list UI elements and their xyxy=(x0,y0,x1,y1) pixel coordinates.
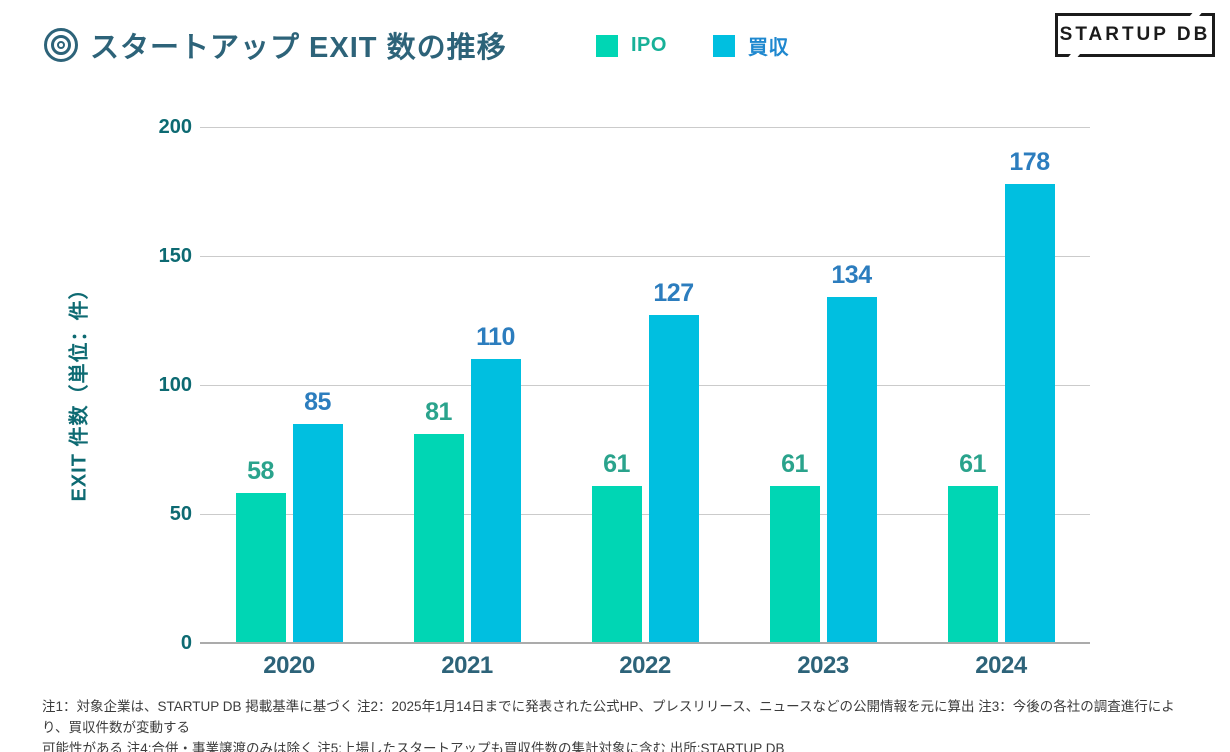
bar-買収-2024 xyxy=(1004,183,1055,643)
legend: IPO 買収 xyxy=(596,31,789,60)
plot-area: 58 85 2020 81 110 2021 61 127 2022 61 134 2023 61 178… xyxy=(200,127,1090,679)
x-tick-2024: 2024 xyxy=(975,652,1027,679)
logo-text: STARTUP DB xyxy=(1059,24,1211,45)
x-tick-2020: 2020 xyxy=(263,652,315,679)
footnote-line-2: 可能性がある 注4:合併・事業譲渡のみは除く 注5:上場したスタートアップも買収… xyxy=(42,740,785,752)
y-tick-0: 0 xyxy=(180,632,192,654)
legend-label-ipo: IPO xyxy=(631,34,667,56)
bar-group-2023: 61 134 2023 xyxy=(734,127,912,679)
legend-swatch-ipo xyxy=(596,34,618,57)
bar-IPO-2021 xyxy=(413,434,464,643)
footnote-line-1: 注1：対象企業は、STARTUP DB 掲載基準に基づく 注2：2025年1月1… xyxy=(42,699,1175,735)
y-tick-100: 100 xyxy=(158,374,192,396)
gridline-100 xyxy=(200,385,1090,386)
gridline-50 xyxy=(200,514,1090,515)
bullseye-center xyxy=(57,41,65,49)
x-tick-2022: 2022 xyxy=(619,652,671,679)
y-tick-150: 150 xyxy=(158,245,192,267)
page-title: スタートアップ EXIT 数の推移 xyxy=(90,32,507,64)
bar-value-label: 178 xyxy=(1009,147,1050,176)
bar-column-買収-2020: 85 xyxy=(292,387,343,643)
bar-groups: 58 85 2020 81 110 2021 61 127 2022 61 134 2023 61 178… xyxy=(200,127,1090,679)
bar-IPO-2023 xyxy=(769,485,820,643)
bar-column-IPO-2021: 81 xyxy=(413,398,464,643)
bar-value-label: 61 xyxy=(959,449,986,478)
bullseye-ring xyxy=(51,35,71,55)
bar-IPO-2024 xyxy=(947,485,998,643)
bar-column-買収-2023: 134 xyxy=(826,261,877,643)
y-tick-labels: 0 50 100 150 200 xyxy=(128,116,192,654)
bar-group-2024: 61 178 2024 xyxy=(912,127,1090,679)
legend-swatch-acquisition xyxy=(712,34,735,57)
x-tick-2023: 2023 xyxy=(797,652,849,679)
bar-IPO-2022 xyxy=(591,485,642,643)
y-axis-title: EXIT 件数（単位：件） xyxy=(68,278,91,502)
logo-notch xyxy=(1186,7,1203,25)
bar-column-IPO-2023: 61 xyxy=(769,449,820,643)
bar-column-買収-2022: 127 xyxy=(648,279,699,643)
chart-title-block: スタートアップ EXIT 数の推移 xyxy=(44,24,507,66)
bar-value-label: 127 xyxy=(653,279,694,308)
bar-value-label: 110 xyxy=(476,323,515,352)
bar-IPO-2020 xyxy=(235,493,286,643)
logo-notch xyxy=(1067,45,1084,63)
bar-買収-2022 xyxy=(648,315,699,643)
legend-item-ipo: IPO xyxy=(596,34,667,57)
bar-value-label: 58 xyxy=(247,457,274,486)
bar-group-2020: 58 85 2020 xyxy=(200,127,378,679)
y-tick-50: 50 xyxy=(169,503,192,525)
bar-value-label: 134 xyxy=(831,261,872,290)
footnotes: 注1：対象企業は、STARTUP DB 掲載基準に基づく 注2：2025年1月1… xyxy=(42,697,1192,752)
bar-column-IPO-2020: 58 xyxy=(235,457,286,643)
bar-group-2021: 81 110 2021 xyxy=(378,127,556,679)
bar-group-2022: 61 127 2022 xyxy=(556,127,734,679)
bar-column-IPO-2024: 61 xyxy=(947,449,998,643)
x-tick-2021: 2021 xyxy=(441,652,493,679)
x-axis-baseline xyxy=(200,642,1090,644)
bar-value-label: 81 xyxy=(425,398,452,427)
bar-買収-2021 xyxy=(470,359,521,643)
bar-買収-2023 xyxy=(826,297,877,643)
y-tick-200: 200 xyxy=(158,116,192,138)
bar-value-label: 61 xyxy=(603,449,630,478)
bar-value-label: 61 xyxy=(781,449,808,478)
gridline-200 xyxy=(200,127,1090,128)
bar-買収-2020 xyxy=(292,423,343,643)
bar-column-IPO-2022: 61 xyxy=(591,449,642,643)
bar-column-買収-2024: 178 xyxy=(1004,147,1055,643)
legend-label-acquisition: 買収 xyxy=(747,37,789,59)
bullseye-icon xyxy=(44,28,78,62)
bar-column-買収-2021: 110 xyxy=(470,323,521,643)
bar-value-label: 85 xyxy=(304,387,331,416)
legend-item-acquisition: 買収 xyxy=(712,31,789,60)
startup-db-logo: STARTUP DB xyxy=(1055,7,1215,63)
gridline-150 xyxy=(200,256,1090,257)
